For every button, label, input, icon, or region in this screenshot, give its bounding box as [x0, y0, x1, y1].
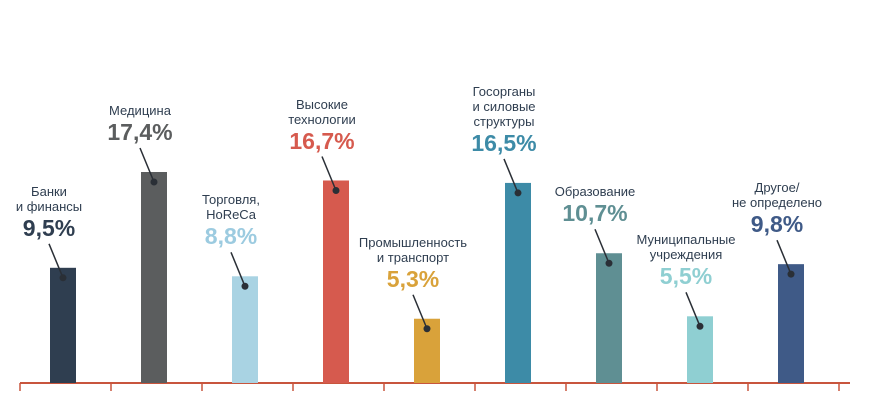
bar: [323, 180, 349, 383]
connector-dot: [696, 322, 704, 330]
connector-dot: [605, 259, 613, 267]
category-label: Банки и финансы: [15, 183, 83, 214]
connector-dot: [241, 282, 249, 290]
value-label: 10,7%: [562, 200, 628, 227]
connector-dot: [423, 325, 431, 333]
connector-dot: [150, 178, 158, 186]
connector: [685, 292, 701, 327]
category-label: Другое/ не определено: [731, 180, 823, 211]
connector: [230, 252, 246, 287]
bar: [596, 253, 622, 383]
value-label: 17,4%: [107, 119, 173, 145]
category-label: Образование: [554, 184, 636, 200]
connector-dot: [514, 189, 522, 197]
connector: [139, 147, 155, 183]
connector: [594, 228, 610, 264]
category-label: Медицина: [109, 103, 171, 118]
bar: [505, 182, 531, 383]
value-label: 16,7%: [289, 127, 355, 154]
connector: [503, 158, 519, 194]
category-label: Госорганы и силовые структуры: [472, 83, 536, 129]
category-label: Торговля, HoReCa: [202, 192, 260, 223]
connector: [412, 294, 428, 330]
bar: [778, 264, 804, 383]
value-label: 5,5%: [659, 263, 713, 290]
connector-dot: [332, 186, 340, 194]
category-label: Высокие технологии: [288, 96, 356, 127]
connector: [48, 243, 64, 279]
category-label: Муниципальные учреждения: [636, 232, 736, 263]
connector: [321, 156, 337, 191]
connector-dot: [787, 270, 795, 278]
value-label: 9,8%: [750, 211, 804, 238]
value-label: 16,5%: [471, 129, 537, 156]
value-label: 8,8%: [204, 223, 258, 250]
bar: [232, 276, 258, 383]
value-label: 5,3%: [386, 265, 440, 292]
bar: [50, 267, 76, 383]
connector-dot: [59, 274, 67, 282]
connector: [776, 239, 792, 275]
value-label: 9,5%: [22, 214, 76, 241]
category-label: Промышленность и транспорт: [358, 234, 468, 265]
bar: [141, 172, 167, 383]
